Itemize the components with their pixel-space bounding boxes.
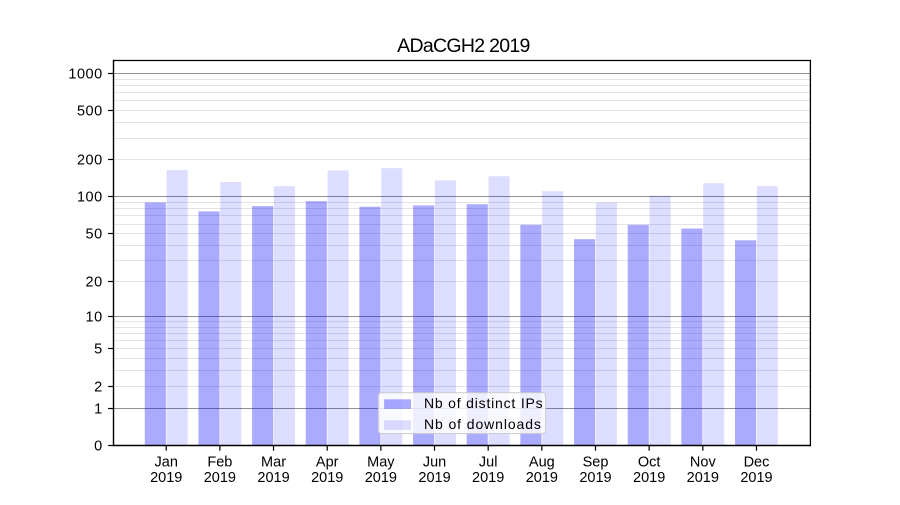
- svg-text:5: 5: [94, 341, 103, 357]
- svg-text:2019: 2019: [150, 470, 182, 486]
- svg-text:Apr: Apr: [316, 455, 339, 471]
- svg-text:May: May: [367, 455, 395, 471]
- svg-text:10: 10: [86, 309, 103, 325]
- svg-text:2019: 2019: [633, 470, 665, 486]
- svg-text:Jun: Jun: [423, 455, 446, 471]
- svg-text:100: 100: [77, 189, 103, 205]
- svg-text:2019: 2019: [579, 470, 611, 486]
- svg-text:500: 500: [77, 103, 103, 119]
- svg-text:Sep: Sep: [583, 455, 609, 471]
- svg-text:20: 20: [86, 274, 103, 290]
- svg-text:Jul: Jul: [479, 455, 498, 471]
- svg-text:2019: 2019: [740, 470, 772, 486]
- svg-text:Jan: Jan: [155, 455, 178, 471]
- svg-text:Aug: Aug: [529, 455, 555, 471]
- svg-text:Feb: Feb: [207, 455, 232, 471]
- svg-text:Mar: Mar: [261, 455, 286, 471]
- svg-text:2019: 2019: [257, 470, 289, 486]
- svg-text:2019: 2019: [311, 470, 343, 486]
- svg-text:200: 200: [77, 152, 103, 168]
- svg-text:Oct: Oct: [638, 455, 661, 471]
- svg-text:1: 1: [94, 401, 103, 417]
- svg-text:1000: 1000: [68, 66, 102, 82]
- svg-text:Nb of distinct IPs: Nb of distinct IPs: [424, 395, 543, 411]
- svg-text:2: 2: [94, 379, 103, 395]
- svg-text:Nov: Nov: [690, 455, 717, 471]
- svg-text:2019: 2019: [204, 470, 236, 486]
- svg-text:50: 50: [86, 226, 103, 242]
- svg-text:ADaCGH2 2019: ADaCGH2 2019: [397, 35, 530, 57]
- svg-text:Dec: Dec: [744, 455, 770, 471]
- svg-text:2019: 2019: [472, 470, 504, 486]
- svg-text:2019: 2019: [418, 470, 450, 486]
- svg-text:2019: 2019: [687, 470, 719, 486]
- svg-text:0: 0: [94, 438, 103, 454]
- svg-text:Nb of downloads: Nb of downloads: [424, 416, 542, 432]
- svg-text:2019: 2019: [526, 470, 558, 486]
- svg-text:2019: 2019: [365, 470, 397, 486]
